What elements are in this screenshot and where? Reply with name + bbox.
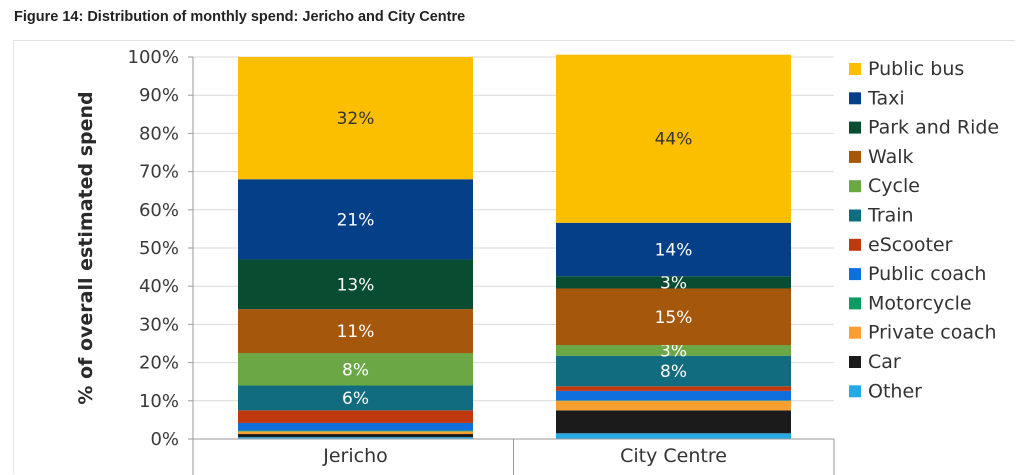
data-label: 21% bbox=[337, 210, 375, 230]
chart-frame: 0% 10% 20% 30% 40% 50% 60% 70% 80% 90% 100% % of ov… bbox=[13, 40, 1015, 474]
y-tick-label: 40% bbox=[139, 276, 179, 297]
legend-swatch bbox=[849, 92, 861, 104]
legend-label: eScooter bbox=[868, 234, 953, 256]
legend-swatch bbox=[849, 63, 861, 75]
y-tick-label: 90% bbox=[139, 85, 179, 106]
legend-swatch bbox=[849, 356, 861, 368]
legend-label: Walk bbox=[868, 146, 914, 168]
bar-segment-escooter bbox=[556, 386, 791, 391]
legend-label: Public coach bbox=[868, 263, 986, 285]
y-tick-label: 70% bbox=[139, 162, 179, 183]
bar-segment-public-coach bbox=[556, 391, 791, 401]
x-category-label: Jericho bbox=[322, 445, 388, 467]
legend-swatch bbox=[849, 385, 861, 397]
y-tick-label: 20% bbox=[139, 353, 179, 374]
bar-segment-private-coach bbox=[556, 401, 791, 411]
legend-swatch bbox=[849, 327, 861, 339]
y-tick-label: 60% bbox=[139, 200, 179, 221]
stacked-bar-chart: 0% 10% 20% 30% 40% 50% 60% 70% 80% 90% 100% % of ov… bbox=[14, 41, 1016, 475]
bar-segment-private-coach bbox=[238, 431, 473, 434]
y-tick-label: 30% bbox=[139, 314, 179, 335]
legend-label: Public bus bbox=[868, 58, 964, 80]
bar-segment-motorcycle bbox=[238, 431, 473, 432]
legend-label: Park and Ride bbox=[868, 117, 999, 139]
y-axis-title: % of overall estimated spend bbox=[75, 91, 97, 404]
legend-label: Private coach bbox=[868, 322, 996, 344]
figure-title: Figure 14: Distribution of monthly spend… bbox=[14, 9, 465, 25]
legend-label: Motorcycle bbox=[868, 292, 972, 314]
bar-segment-escooter bbox=[238, 410, 473, 423]
y-tick-label: 10% bbox=[139, 391, 179, 412]
y-tick-label: 100% bbox=[128, 47, 179, 68]
data-label: 13% bbox=[337, 275, 375, 295]
legend-label: Train bbox=[867, 205, 914, 227]
data-label: 32% bbox=[337, 109, 375, 129]
data-label: 8% bbox=[342, 360, 369, 380]
bar-segment-car bbox=[556, 410, 791, 433]
data-label: 3% bbox=[660, 273, 687, 293]
legend-swatch bbox=[849, 210, 861, 222]
y-tick-label: 80% bbox=[139, 123, 179, 144]
legend-swatch bbox=[849, 122, 861, 134]
legend-label: Other bbox=[868, 380, 922, 402]
y-tick-label: 0% bbox=[150, 429, 179, 450]
legend-swatch bbox=[849, 268, 861, 280]
legend-swatch bbox=[849, 180, 861, 192]
legend-label: Taxi bbox=[867, 87, 905, 109]
legend-swatch bbox=[849, 297, 861, 309]
y-tick-label: 50% bbox=[139, 238, 179, 259]
data-label: 14% bbox=[655, 241, 693, 261]
data-label: 15% bbox=[655, 308, 693, 328]
legend-label: Cycle bbox=[868, 175, 920, 197]
data-label: 11% bbox=[337, 322, 375, 342]
data-label: 44% bbox=[655, 130, 693, 150]
legend-label: Car bbox=[868, 351, 901, 373]
legend-swatch bbox=[849, 151, 861, 163]
bar-segment-other bbox=[556, 433, 791, 439]
bar-segment-car bbox=[238, 434, 473, 437]
x-category-label: City Centre bbox=[620, 445, 727, 467]
bar-segment-public-coach bbox=[238, 423, 473, 431]
legend-swatch bbox=[849, 239, 861, 251]
data-label: 6% bbox=[342, 389, 369, 409]
data-label: 8% bbox=[660, 362, 687, 382]
